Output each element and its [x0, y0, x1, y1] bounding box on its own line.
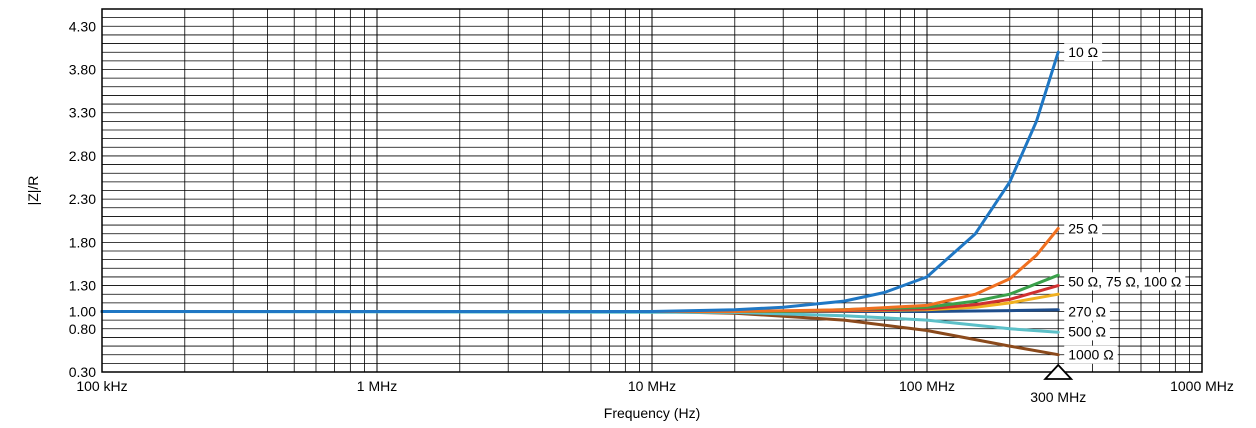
series-label: 500 Ω [1068, 323, 1106, 339]
series-label-background [1064, 302, 1110, 321]
marker-label: 300 MHz [1030, 389, 1086, 405]
y-tick-label: 1.30 [69, 278, 96, 294]
frequency-marker: 300 MHz [1030, 363, 1086, 405]
x-tick-label: 100 MHz [899, 378, 955, 394]
series-label-background [1064, 322, 1110, 341]
series-label-background [1064, 219, 1103, 238]
series-label: 25 Ω [1068, 221, 1098, 237]
marker-triangle [1043, 363, 1074, 380]
series-label: 1000 Ω [1068, 347, 1114, 363]
y-tick-label: 1.80 [69, 234, 96, 250]
y-tick-label: 2.80 [69, 148, 96, 164]
grid [101, 8, 1203, 373]
x-axis-title: Frequency (Hz) [604, 405, 700, 421]
series-label-background [1064, 272, 1186, 291]
y-tick-label: 2.30 [69, 191, 96, 207]
series-labels: 10 Ω 25 Ω 270 Ω 500 Ω 1000 Ω 50 Ω, 75 Ω, 100 … [1064, 43, 1186, 364]
series-label-background [1064, 345, 1118, 364]
series-label: 50 Ω, 75 Ω, 100 Ω [1068, 273, 1181, 289]
y-tick-label: 4.30 [69, 18, 96, 34]
series-label: 270 Ω [1068, 304, 1106, 320]
series-label: 10 Ω [1068, 44, 1098, 60]
y-tick-label: 0.30 [69, 364, 96, 380]
y-tick-label: 0.80 [69, 321, 96, 337]
plot-frame [101, 8, 1203, 373]
x-tick-label: 1 MHz [357, 378, 397, 394]
y-tick-label: 3.30 [69, 105, 96, 121]
series-line-25- [100, 227, 1060, 313]
x-tick-label: 1000 MHz [1170, 378, 1234, 394]
series-lines [100, 50, 1060, 357]
x-tick-label: 10 MHz [628, 378, 676, 394]
y-tick-label: 3.80 [69, 62, 96, 78]
series-line-10- [100, 50, 1060, 313]
x-tick-label: 100 kHz [76, 378, 127, 394]
y-axis-title: |Z|/R [25, 176, 41, 206]
series-label-background [1064, 43, 1103, 62]
axis-ticks: 0.30 0.801.00 1.30 1.80 2.30 2.80 3.30 3.80 4.30… [69, 18, 1234, 394]
y-tick-label: 1.00 [69, 304, 96, 320]
